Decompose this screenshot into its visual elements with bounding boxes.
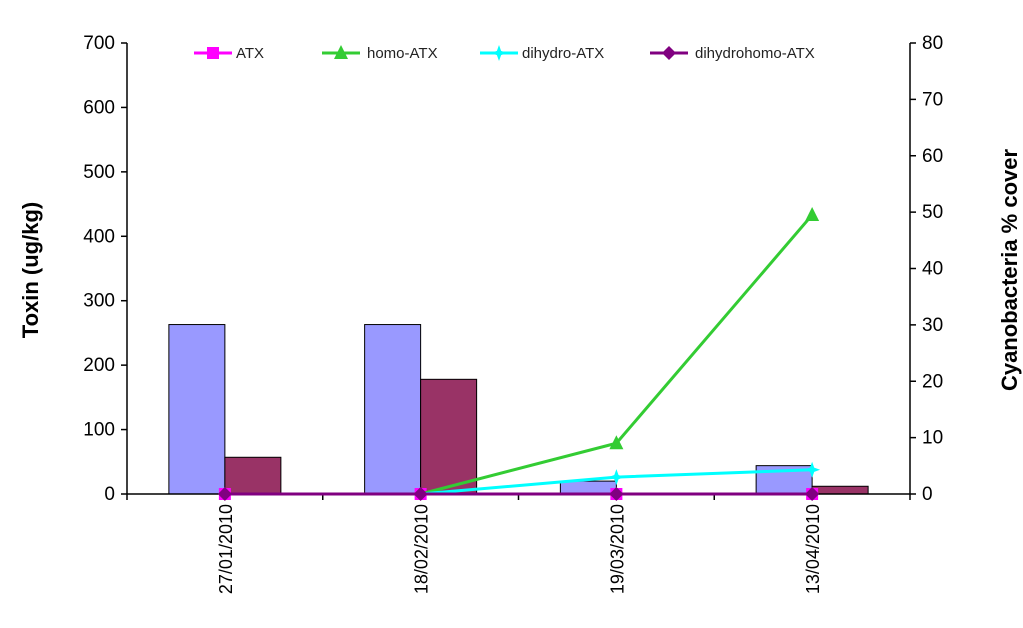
y-tick-label-1: 100 <box>83 420 115 441</box>
line-point-3-3 <box>805 487 820 501</box>
legend-marker-0 <box>207 47 219 59</box>
x-category-label-3: 13/04/2010 <box>803 504 823 594</box>
legend-label-2: dihydro-ATX <box>522 45 604 62</box>
y-tick-label-2: 200 <box>83 355 115 376</box>
legend-label-1: homo-ATX <box>367 45 438 62</box>
line-series-1 <box>420 213 814 496</box>
y-axis-title: Toxin (ug/kg) <box>18 202 43 338</box>
y-tick-label-7: 700 <box>83 33 115 54</box>
legend-marker-1 <box>334 45 348 59</box>
y2-tick-label-0: 0 <box>922 484 933 505</box>
y2-tick-label-4: 40 <box>922 259 943 280</box>
y-tick-label-6: 600 <box>83 97 115 118</box>
line-point-2-2 <box>608 469 625 486</box>
line-point-1-3 <box>805 206 820 221</box>
bar-series1-2 <box>559 480 617 495</box>
x-category-label-0: 27/01/2010 <box>216 504 236 594</box>
y2-axis-title: Cyanobacteria % cover <box>997 149 1022 392</box>
bar-series1-1 <box>364 324 422 495</box>
bar-series1-0 <box>168 324 226 495</box>
y-tick-label-3: 300 <box>83 291 115 312</box>
legend-label-0: ATX <box>236 45 264 62</box>
axes-layer: 0 100 200 300 400 500 600 700 0 10 20 30 40 50 60 70 80 2… <box>83 33 943 594</box>
bar-series2-0 <box>224 456 282 495</box>
legend: ATX homo-ATX dihydro-ATX dihydrohomo-ATX <box>194 45 815 62</box>
y2-tick-label-7: 70 <box>922 89 943 110</box>
y2-tick-label-6: 60 <box>922 146 943 167</box>
line-point-2-3 <box>804 461 821 478</box>
line-layer <box>217 206 821 501</box>
line-point-3-2 <box>609 487 624 501</box>
x-category-label-2: 19/03/2010 <box>607 504 627 594</box>
line-point-1-2 <box>609 435 624 450</box>
legend-marker-2 <box>491 45 507 61</box>
y-tick-label-4: 400 <box>83 226 115 247</box>
legend-marker-3 <box>662 46 676 60</box>
bar-series2-1 <box>420 378 478 495</box>
line-point-3-0 <box>217 487 232 501</box>
y-tick-label-5: 500 <box>83 162 115 183</box>
legend-label-3: dihydrohomo-ATX <box>695 45 815 62</box>
y2-tick-label-3: 30 <box>922 315 943 336</box>
x-category-label-1: 18/02/2010 <box>412 504 432 594</box>
y2-tick-label-8: 80 <box>922 33 943 54</box>
line-point-3-1 <box>413 487 428 501</box>
y-tick-label-0: 0 <box>104 484 115 505</box>
bar-series2-3 <box>811 485 869 495</box>
y2-tick-label-5: 50 <box>922 202 943 223</box>
y2-tick-label-2: 20 <box>922 371 943 392</box>
y2-tick-label-1: 10 <box>922 428 943 449</box>
